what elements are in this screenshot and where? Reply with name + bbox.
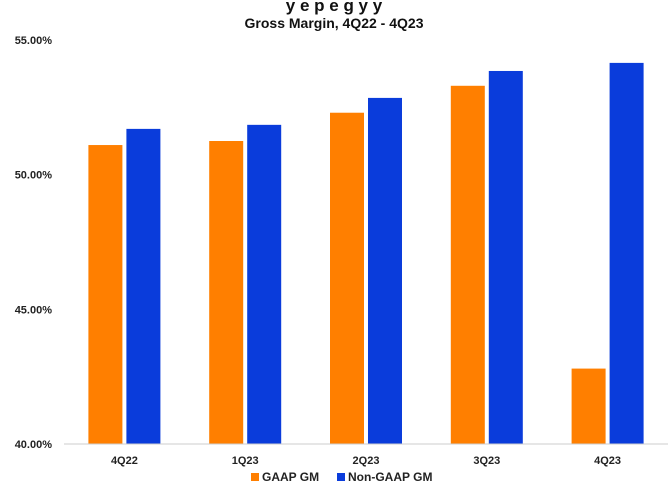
- bar-gaap-4q23: [571, 368, 606, 444]
- bar-gaap-1q23: [209, 141, 244, 444]
- y-tick-label: 50.00%: [15, 170, 53, 182]
- bar-non-gaap-4q22: [126, 128, 161, 444]
- cut-off-top-title: y e p e g y y: [286, 0, 383, 15]
- y-axis-tick-labels: 40.00% 45.00% 50.00% 55.00%: [15, 35, 53, 451]
- bar-non-gaap-3q23: [488, 70, 523, 445]
- x-tick-label: 4Q23: [594, 455, 621, 467]
- bars: [88, 62, 644, 445]
- x-tick-label: 3Q23: [473, 455, 500, 467]
- bar-non-gaap-4q23: [609, 62, 644, 444]
- bar-non-gaap-2q23: [368, 97, 402, 444]
- legend-swatch-gaap: [251, 473, 259, 481]
- x-tick-label: 1Q23: [232, 455, 259, 467]
- bar-gaap-3q23: [450, 85, 485, 444]
- legend: GAAP GM Non-GAAP GM: [251, 470, 432, 484]
- bar-non-gaap-1q23: [247, 124, 282, 444]
- x-tick-label: 4Q22: [111, 455, 138, 467]
- bar-gaap-2q23: [330, 112, 364, 444]
- legend-label-gaap: GAAP GM: [262, 470, 319, 484]
- y-tick-label: 40.00%: [15, 439, 53, 451]
- x-tick-label: 2Q23: [353, 455, 380, 467]
- bar-gaap-4q22: [88, 145, 123, 445]
- y-tick-label: 45.00%: [15, 304, 53, 316]
- legend-swatch-non-gaap: [337, 473, 345, 481]
- x-axis-tick-labels: 4Q22 1Q23 2Q23 3Q23 4Q23: [111, 455, 621, 467]
- chart-title: Gross Margin, 4Q22 - 4Q23: [245, 15, 424, 31]
- y-tick-label: 55.00%: [15, 35, 53, 47]
- legend-label-non-gaap: Non-GAAP GM: [348, 470, 432, 484]
